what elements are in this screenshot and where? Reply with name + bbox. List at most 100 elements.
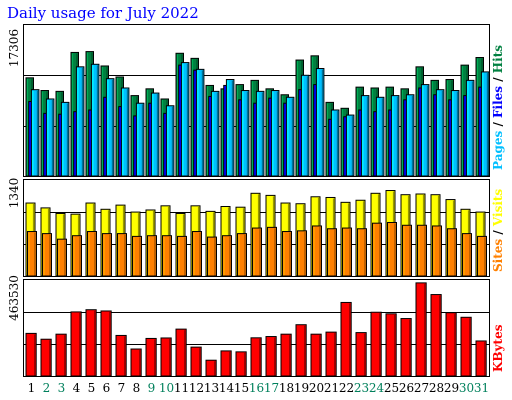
hits-legend: Pages / Files / Hits xyxy=(491,45,505,170)
sites-bar xyxy=(207,236,217,277)
kbytes-bar xyxy=(475,340,487,377)
kbytes-bar xyxy=(70,311,82,377)
day-tick-label: 20 xyxy=(309,381,324,395)
pages-bar xyxy=(45,98,55,177)
sites-bar xyxy=(27,231,37,277)
sites-bar xyxy=(72,235,82,277)
visits-max-label: 1340 xyxy=(7,178,21,209)
kbytes-legend: KBytes xyxy=(491,324,505,372)
pages-bar xyxy=(270,90,280,177)
sites-bar xyxy=(222,235,232,277)
hits-panel-frame xyxy=(23,24,490,177)
day-tick-label: 25 xyxy=(384,381,399,395)
day-tick-label: 2 xyxy=(43,381,51,395)
pages-bar xyxy=(195,68,205,177)
pages-bar xyxy=(75,66,85,177)
kbytes-bar xyxy=(355,332,367,377)
pages-bar xyxy=(30,89,40,177)
day-tick-label: 23 xyxy=(354,381,369,395)
pages-bar xyxy=(375,96,385,177)
day-tick-label: 4 xyxy=(73,381,81,395)
pages-bar xyxy=(180,62,190,177)
sites-bar xyxy=(132,235,142,277)
day-tick-label: 1 xyxy=(28,381,36,395)
pages-bar xyxy=(420,84,430,177)
pages-bar xyxy=(330,109,340,177)
kbytes-bar xyxy=(385,313,397,377)
kbytes-bar xyxy=(235,351,247,377)
day-tick-label: 29 xyxy=(444,381,459,395)
sites-bar xyxy=(267,226,277,277)
pages-bar xyxy=(315,68,325,177)
kbytes-bar xyxy=(250,337,262,377)
kbytes-bar xyxy=(295,324,307,377)
day-tick-label: 12 xyxy=(189,381,204,395)
pages-bar xyxy=(390,95,400,177)
sites-bar xyxy=(57,238,67,277)
kbytes-bar xyxy=(430,294,442,377)
pages-bar xyxy=(120,87,130,177)
sites-bar xyxy=(417,224,427,277)
kbytes-bar xyxy=(190,346,202,377)
sites-bar xyxy=(87,231,97,277)
sites-bar xyxy=(102,233,112,277)
pages-bar xyxy=(360,95,370,177)
day-tick-label: 31 xyxy=(474,381,489,395)
kbytes-bar xyxy=(85,309,97,377)
pages-bar xyxy=(450,90,460,177)
kbytes-bar xyxy=(460,316,472,377)
day-tick-label: 9 xyxy=(148,381,156,395)
kbytes-bar xyxy=(175,328,187,377)
pages-bar xyxy=(300,74,310,177)
pages-bar xyxy=(405,94,415,177)
day-tick-label: 8 xyxy=(133,381,141,395)
day-tick-label: 18 xyxy=(279,381,294,395)
kbytes-bar xyxy=(145,337,157,377)
hits-max-label: 17306 xyxy=(7,29,21,67)
day-tick-label: 26 xyxy=(399,381,414,395)
kbytes-bar xyxy=(265,336,277,377)
pages-bar xyxy=(435,89,445,177)
day-tick-label: 17 xyxy=(264,381,279,395)
sites-bar xyxy=(462,233,472,277)
kbytes-bar xyxy=(370,311,382,377)
sites-bar xyxy=(42,233,52,277)
day-tick-label: 27 xyxy=(414,381,429,395)
visits-panel-frame xyxy=(23,179,490,277)
sites-bar xyxy=(357,228,367,277)
day-tick-label: 5 xyxy=(88,381,96,395)
sites-bar xyxy=(117,233,127,277)
sites-bar xyxy=(477,235,487,277)
day-tick-label: 6 xyxy=(103,381,111,395)
sites-bar xyxy=(162,235,172,277)
kbytes-bar xyxy=(100,310,112,377)
day-tick-label: 24 xyxy=(369,381,385,395)
sites-bar xyxy=(387,221,397,277)
kbytes-max-label: 463530 xyxy=(7,275,21,321)
pages-bar xyxy=(345,114,355,177)
sites-bar xyxy=(177,235,187,277)
sites-bar xyxy=(237,233,247,277)
pages-bar xyxy=(255,90,265,177)
day-tick-label: 11 xyxy=(174,381,189,395)
kbytes-bar xyxy=(445,312,457,377)
pages-bar xyxy=(240,90,250,177)
kbytes-bar xyxy=(415,282,427,377)
sites-bar xyxy=(432,225,442,277)
pages-bar xyxy=(480,71,490,177)
pages-bar xyxy=(150,92,160,177)
kbytes-bar xyxy=(400,318,412,377)
day-tick-label: 30 xyxy=(459,381,474,395)
pages-bar xyxy=(165,105,175,177)
day-tick-label: 21 xyxy=(324,381,339,395)
kbytes-bar xyxy=(160,337,172,377)
kbytes-bar xyxy=(325,331,337,377)
sites-bar xyxy=(192,231,202,277)
day-tick-label: 14 xyxy=(219,381,235,395)
kbytes-bar xyxy=(25,332,37,377)
day-tick-label: 3 xyxy=(58,381,66,395)
kbytes-bar xyxy=(130,348,142,377)
pages-bar xyxy=(225,79,235,177)
kbytes-bar xyxy=(310,333,322,377)
